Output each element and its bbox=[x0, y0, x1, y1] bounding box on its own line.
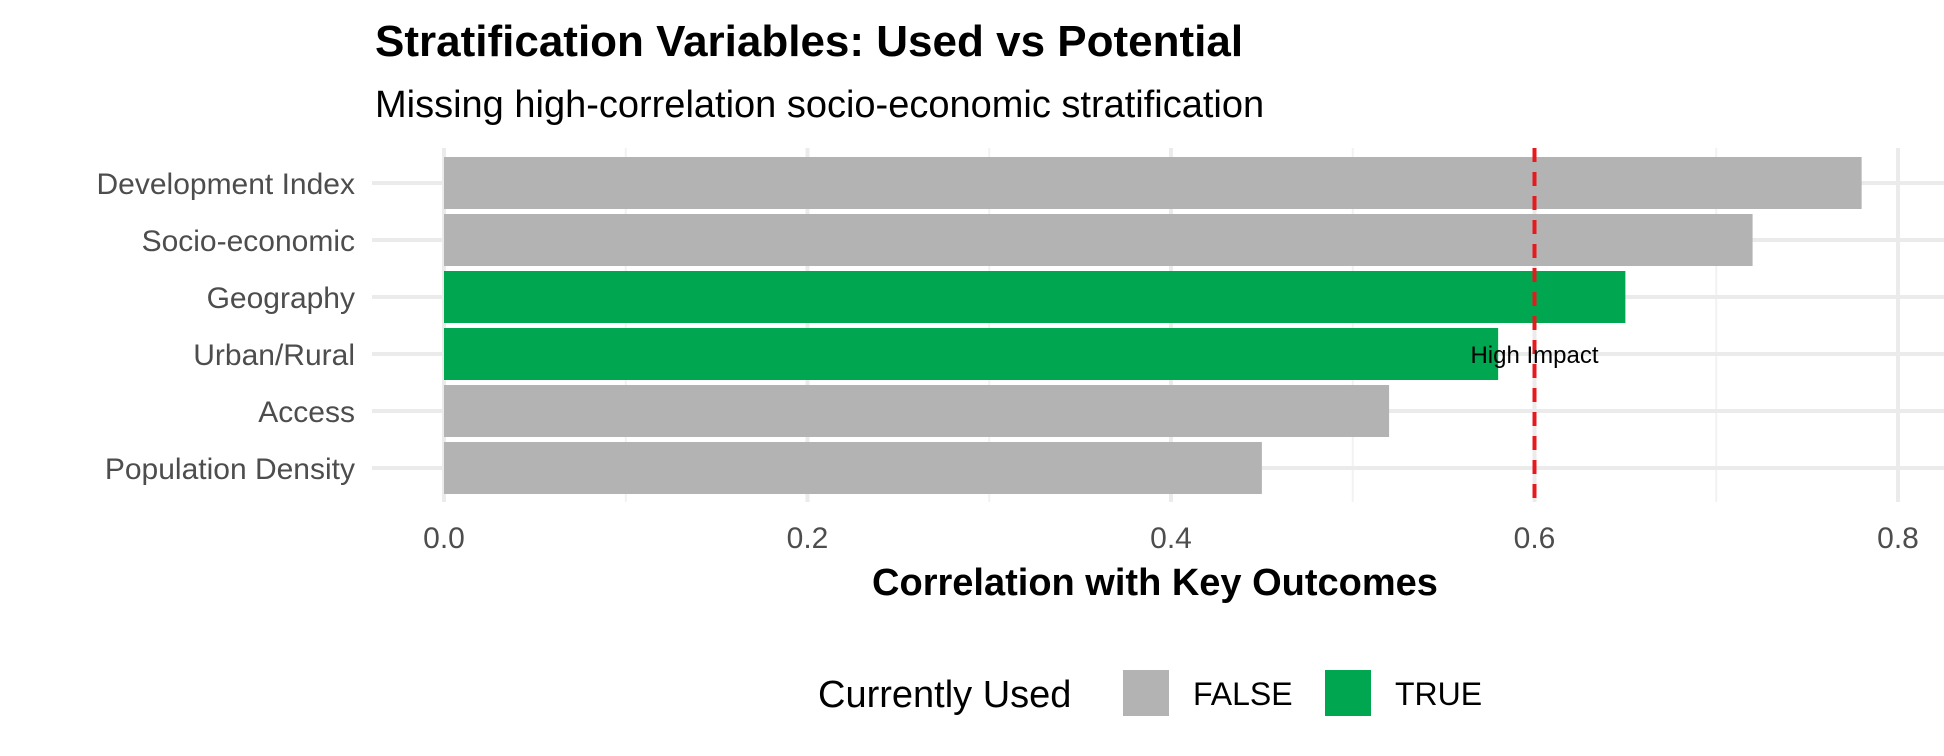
x-tick-label: 0.6 bbox=[1514, 522, 1556, 555]
category-label: Socio-economic bbox=[142, 225, 355, 258]
bar-development-index bbox=[444, 157, 1862, 209]
x-tick-label: 0.2 bbox=[787, 522, 829, 555]
x-axis-title: Correlation with Key Outcomes bbox=[872, 562, 1438, 604]
chart-title: Stratification Variables: Used vs Potent… bbox=[375, 17, 1243, 66]
category-labels: Development Index Socio-economic Geography… bbox=[97, 168, 356, 486]
bar-urban-rural bbox=[444, 328, 1499, 380]
category-label: Urban/Rural bbox=[193, 339, 355, 372]
category-label: Access bbox=[258, 396, 355, 429]
reference-line-label: High Impact bbox=[1470, 342, 1598, 369]
x-tick-label: 0.4 bbox=[1150, 522, 1192, 555]
chart-subtitle: Missing high-correlation socio-economic … bbox=[375, 84, 1264, 126]
legend-label-true: TRUE bbox=[1395, 676, 1482, 712]
legend-label-false: FALSE bbox=[1193, 676, 1293, 712]
legend: Currently Used FALSE TRUE bbox=[818, 670, 1482, 716]
x-tick-labels: 0.0 0.2 0.4 0.6 0.8 bbox=[423, 522, 1919, 555]
bar-population-density bbox=[444, 442, 1262, 494]
category-label: Development Index bbox=[97, 168, 356, 201]
category-label: Population Density bbox=[105, 453, 355, 486]
category-label: Geography bbox=[207, 282, 355, 315]
x-tick-label: 0.8 bbox=[1877, 522, 1919, 555]
reference-line-group: High Impact bbox=[1470, 148, 1599, 502]
legend-swatch-false bbox=[1123, 670, 1169, 716]
bar-socio-economic bbox=[444, 214, 1753, 266]
bar-geography bbox=[444, 271, 1626, 323]
legend-title: Currently Used bbox=[818, 674, 1071, 716]
x-tick-label: 0.0 bbox=[423, 522, 465, 555]
bar-access bbox=[444, 385, 1390, 437]
bars bbox=[444, 157, 1862, 494]
legend-swatch-true bbox=[1325, 670, 1371, 716]
